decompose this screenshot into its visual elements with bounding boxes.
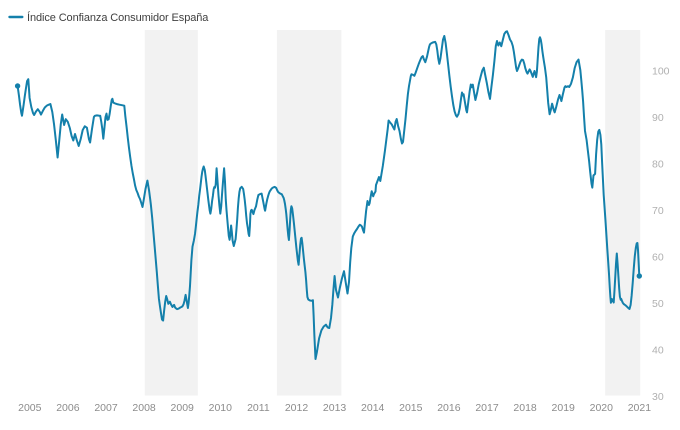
svg-text:2014: 2014 — [361, 402, 385, 414]
svg-text:2018: 2018 — [513, 402, 537, 414]
svg-text:50: 50 — [652, 298, 664, 310]
svg-text:2021: 2021 — [628, 402, 652, 414]
svg-text:2009: 2009 — [171, 402, 195, 414]
svg-text:2007: 2007 — [94, 402, 118, 414]
svg-text:70: 70 — [652, 205, 664, 217]
svg-text:40: 40 — [652, 345, 664, 357]
svg-text:2020: 2020 — [590, 402, 614, 414]
svg-text:2012: 2012 — [285, 402, 309, 414]
svg-text:2016: 2016 — [437, 402, 461, 414]
svg-text:90: 90 — [652, 112, 664, 124]
svg-text:2013: 2013 — [323, 402, 347, 414]
svg-text:2019: 2019 — [552, 402, 576, 414]
svg-text:2005: 2005 — [18, 402, 42, 414]
svg-text:Índice Confianza Consumidor Es: Índice Confianza Consumidor España — [27, 11, 209, 24]
svg-text:60: 60 — [652, 252, 664, 264]
svg-text:2006: 2006 — [56, 402, 80, 414]
svg-text:2011: 2011 — [247, 402, 270, 414]
svg-text:2008: 2008 — [132, 402, 156, 414]
svg-text:30: 30 — [652, 391, 664, 403]
svg-text:2010: 2010 — [209, 402, 233, 414]
svg-text:100: 100 — [652, 66, 670, 78]
svg-text:80: 80 — [652, 159, 664, 171]
svg-text:2017: 2017 — [475, 402, 499, 414]
svg-text:2015: 2015 — [399, 402, 423, 414]
